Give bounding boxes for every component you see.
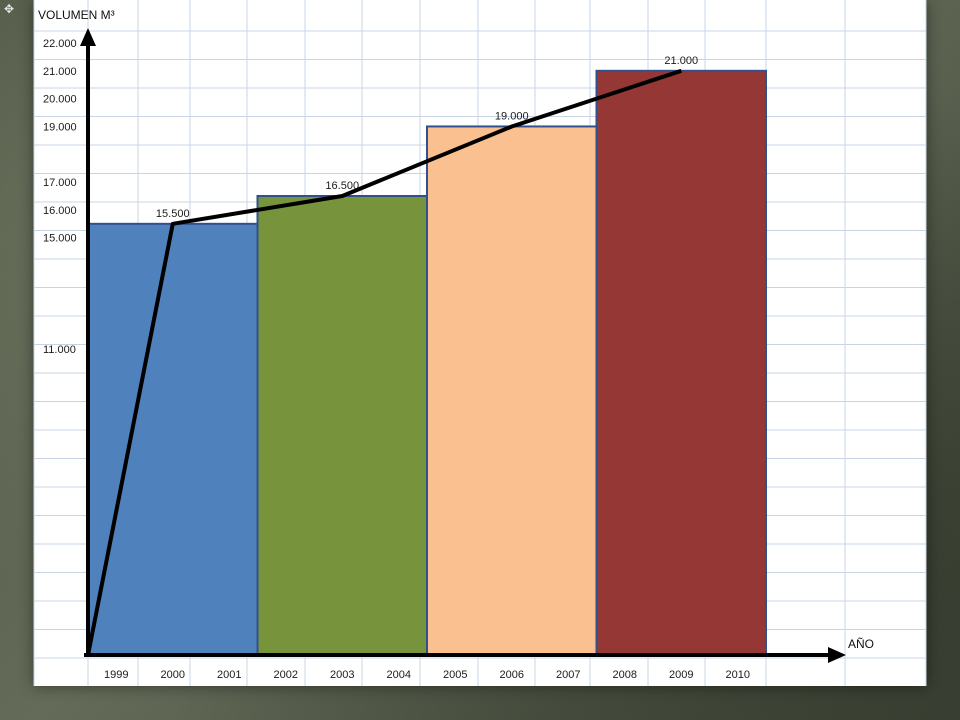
data-label-2008: 21.000 <box>664 55 698 67</box>
x-tick-label: 2001 <box>217 669 241 681</box>
axes: VOLUMEN M³ AÑO <box>38 8 874 663</box>
bar-2005-2007 <box>426 125 598 657</box>
cursor-icon: ✥ <box>3 2 15 16</box>
y-tick-label: 21.000 <box>43 66 77 78</box>
x-tick-label: 2000 <box>161 669 185 681</box>
y-axis-title: VOLUMEN M³ <box>38 8 115 22</box>
y-tick-label: 11.000 <box>43 344 76 356</box>
y-tick-label: 17.000 <box>43 177 77 189</box>
x-tick-label: 2007 <box>556 669 580 681</box>
x-tick-label: 2009 <box>669 669 693 681</box>
data-label-1999: 15.500 <box>156 208 190 220</box>
x-axis-title: AÑO <box>848 637 874 651</box>
y-tick-label: 15.000 <box>43 233 77 245</box>
x-tick-label: 2003 <box>330 669 354 681</box>
trend-polyline <box>86 68 682 656</box>
bar-2008-2010 <box>595 69 767 657</box>
x-tick-label: 2010 <box>726 669 750 681</box>
bar-2002-2004 <box>256 195 428 656</box>
y-tick-label: 16.000 <box>43 205 77 217</box>
bar-1999-2001 <box>87 222 259 656</box>
data-label-2005: 19.000 <box>495 110 529 122</box>
x-tick-label: 2008 <box>613 669 637 681</box>
x-tick-label: 2002 <box>274 669 298 681</box>
x-tick-label: 1999 <box>104 669 128 681</box>
bars <box>87 69 767 657</box>
x-axis-arrow <box>828 647 846 663</box>
x-tick-label: 2006 <box>500 669 524 681</box>
y-axis-arrow <box>80 28 96 46</box>
x-tick-label: 2005 <box>443 669 467 681</box>
x-tick-label: 2004 <box>387 669 411 681</box>
trend-line <box>86 68 682 656</box>
data-label-2002: 16.500 <box>325 180 359 192</box>
y-tick-label: 22.000 <box>43 38 77 50</box>
y-tick-label: 19.000 <box>43 121 77 133</box>
data-labels: 15.500 16.500 19.000 21.000 <box>156 55 698 220</box>
tick-labels: 11.000 15.000 16.000 17.000 19.000 20.000 21.0… <box>43 38 750 681</box>
y-tick-label: 20.000 <box>43 94 77 106</box>
